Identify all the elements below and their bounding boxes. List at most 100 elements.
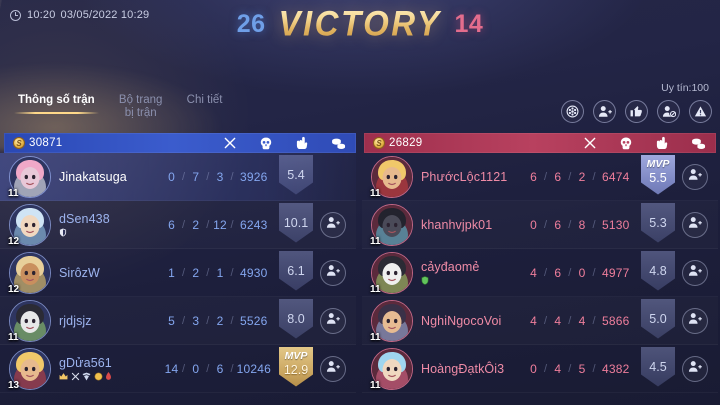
gold-coin-icon: S: [373, 137, 385, 149]
player-deaths: 6: [554, 265, 562, 280]
player-row[interactable]: 11 khanhvjpk01 0 / 6 / 8 / 5130 5.3: [362, 201, 718, 249]
player-row[interactable]: 11 HoàngĐạtkÔi3 0 / 4 / 5 / 4382 4.5: [362, 345, 718, 393]
tab-match-stats[interactable]: Thông số trận: [8, 94, 105, 114]
block-user-button[interactable]: [657, 100, 680, 123]
blue-gold-value: 30871: [29, 137, 63, 149]
kda-separator: /: [206, 170, 210, 183]
player-name: rjdjsjz: [59, 313, 92, 328]
player-gold: 3926: [240, 169, 268, 184]
player-level: 12: [8, 235, 20, 247]
player-level: 13: [8, 379, 20, 391]
player-row[interactable]: 11 Jinakatsuga 0 / 7 / 3 / 3926 5.4: [0, 153, 356, 201]
player-rating: 5.0: [641, 298, 675, 342]
kda-separator: /: [544, 218, 548, 231]
player-rating: 8.0: [279, 298, 313, 342]
player-badges: [59, 228, 163, 238]
avatar[interactable]: 11: [370, 299, 413, 342]
avatar[interactable]: 12: [8, 251, 51, 294]
kda-separator: /: [182, 314, 186, 327]
player-assists: 1: [216, 265, 224, 280]
avatar[interactable]: 11: [8, 299, 51, 342]
rating-value: 5.5: [649, 170, 667, 185]
avatar-portrait: [9, 347, 51, 390]
kda-separator: /: [544, 362, 548, 375]
player-row[interactable]: 11 PhướcLộc1121 6 / 6 / 2 / 6474 MVP 5.5: [362, 153, 718, 201]
swords-kill-icon: [212, 136, 248, 150]
rating-value: 4.8: [649, 263, 667, 278]
avatar[interactable]: 12: [8, 203, 51, 247]
player-kda: 1 / 2 / 1 / 4930: [163, 266, 275, 280]
player-level: 11: [370, 379, 381, 391]
avatar[interactable]: 11: [8, 155, 51, 198]
report-warning-button[interactable]: [689, 100, 712, 123]
player-gold: 4382: [602, 361, 630, 376]
player-row[interactable]: 11 cảyđaomẻ 4 / 6 / 0 / 4977 4.8: [362, 249, 718, 297]
player-row[interactable]: 11 NghiNgocoVoi 4 / 4 / 4 / 5866 5.0: [362, 297, 718, 345]
player-row[interactable]: 12 SirôzW 1 / 2 / 1 / 4930 6.1: [0, 249, 356, 297]
add-friend-row-button[interactable]: [682, 211, 708, 238]
player-deaths: 6: [554, 217, 562, 232]
add-friend-row-button[interactable]: [682, 355, 708, 382]
avatar[interactable]: 13: [8, 347, 51, 391]
player-kda: 4 / 4 / 4 / 5866: [525, 314, 637, 328]
player-row[interactable]: 12 dSen438 6/2/12/6243 10.1: [0, 201, 356, 249]
swords-icon: [71, 372, 80, 381]
add-friend-button[interactable]: [593, 100, 616, 123]
avatar[interactable]: 11: [370, 347, 413, 391]
avatar-portrait: [9, 299, 51, 342]
scoreboard: 11 Jinakatsuga 0/7/3/3926 5.4 12 dSen438 6/2/1…: [0, 153, 720, 405]
red-team-player-list: 11 PhướcLộc1121 6 / 6 / 2 / 6474 MVP 5.5 11 khanhvjp…: [362, 153, 718, 405]
add-friend-row-button[interactable]: [320, 211, 346, 238]
player-deaths: 6: [554, 169, 562, 184]
kda-separator: /: [230, 362, 234, 375]
player-row[interactable]: 13 gDửa561 14/0/6/10246 MVP 12.9: [0, 345, 356, 393]
hero-portrait-icon: [372, 252, 412, 293]
add-friend-row-button[interactable]: [682, 307, 708, 334]
player-row[interactable]: 11 rjdjsjz 5 / 3 / 2 / 5526 8.0: [0, 297, 356, 345]
player-gold: 5526: [240, 313, 268, 328]
add-friend-row-button[interactable]: [320, 355, 346, 382]
assist-hand-icon: [284, 136, 320, 150]
add-friend-row-button[interactable]: [320, 259, 346, 286]
thumbs-up-button[interactable]: [625, 100, 648, 123]
player-name-block: dSen438: [59, 212, 163, 238]
player-assists: 3: [216, 169, 224, 184]
add-friend-row-button[interactable]: [682, 259, 708, 286]
kda-separator: /: [592, 314, 596, 327]
player-name: dSen438: [59, 211, 110, 226]
add-friend-icon: [326, 264, 340, 282]
red-item-icon: [105, 372, 112, 381]
replay-film-button[interactable]: [561, 100, 584, 123]
blue-team-header: S 30871: [4, 133, 356, 153]
tab-match-equipment[interactable]: Bộ trang bị trận: [118, 94, 163, 119]
player-badges: [421, 276, 525, 286]
kda-separator: /: [230, 266, 234, 279]
player-deaths: 4: [554, 313, 562, 328]
player-assists: 12: [213, 217, 227, 232]
avatar[interactable]: 11: [370, 251, 413, 294]
player-rating: 5.3: [641, 202, 675, 246]
blue-column-icons: [212, 136, 356, 150]
kda-separator: /: [544, 170, 548, 183]
kda-separator: /: [544, 266, 548, 279]
player-badges: [59, 372, 163, 382]
player-name: SirôzW: [59, 265, 100, 280]
player-name-block: HoàngĐạtkÔi3: [421, 362, 525, 376]
add-friend-row-button[interactable]: [682, 163, 708, 190]
avatar[interactable]: 11: [370, 203, 413, 246]
player-name: cảyđaomẻ: [421, 259, 480, 274]
add-friend-icon: [688, 264, 702, 282]
blue-team-player-list: 11 Jinakatsuga 0/7/3/3926 5.4 12 dSen438 6/2/1…: [0, 153, 356, 405]
kda-separator: /: [592, 218, 596, 231]
player-name: HoàngĐạtkÔi3: [421, 361, 505, 376]
hero-portrait-icon: [10, 204, 50, 245]
add-friend-row-button[interactable]: [320, 307, 346, 334]
tab-details[interactable]: Chi tiết: [186, 94, 223, 106]
player-name-block: cảyđaomẻ: [421, 260, 525, 286]
rating-value: 12.9: [283, 362, 309, 377]
add-friend-icon: [688, 216, 702, 234]
player-kda: 6 / 6 / 2 / 6474: [525, 170, 637, 184]
avatar[interactable]: 11: [370, 155, 413, 198]
